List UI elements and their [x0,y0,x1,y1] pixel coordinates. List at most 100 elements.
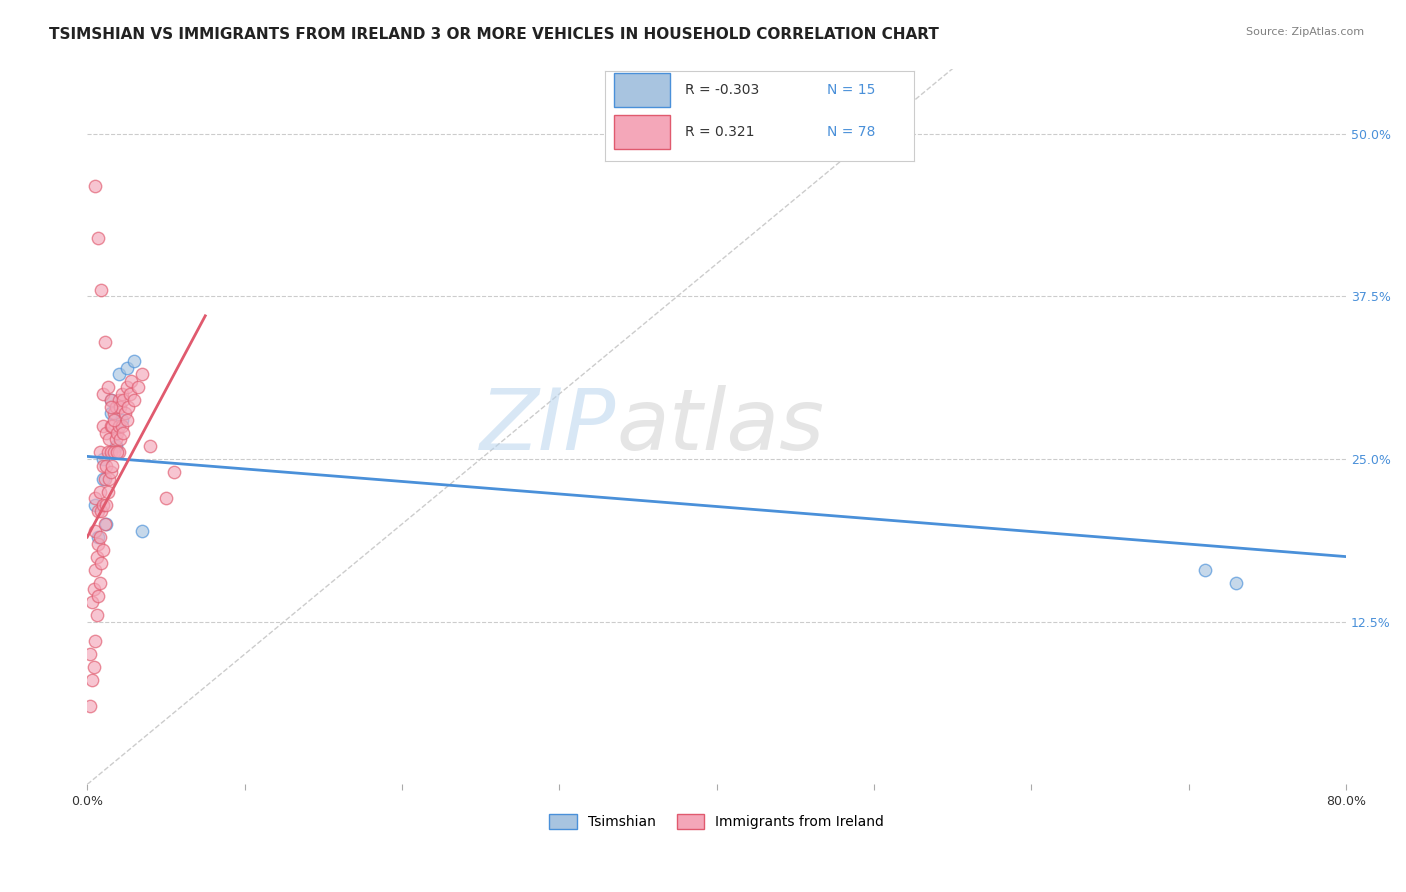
Point [103,413,125,427]
Point [139,439,162,453]
Point [112,425,135,440]
Point [90,283,112,297]
Point [87,536,110,550]
Point [104,400,127,414]
Point [84,524,107,538]
Point [84,634,107,648]
Point [100,393,122,408]
Point [124,354,146,368]
Point [94,425,117,440]
Point [89,530,111,544]
Point [84,491,107,505]
Text: N = 15: N = 15 [827,83,876,97]
Point [101,419,124,434]
Point [104,433,127,447]
Point [100,400,122,414]
Point [93,471,115,485]
Point [94,498,117,512]
Point [103,445,125,459]
Point [120,374,142,388]
Point [100,407,122,421]
Point [94,458,117,473]
Point [91,471,114,485]
Point [103,407,125,421]
Point [80,595,103,609]
Point [83,660,105,674]
Point [86,608,108,623]
Point [89,445,111,459]
Point [101,458,124,473]
Point [87,530,110,544]
Point [84,178,107,193]
Point [86,549,108,564]
Point [91,458,114,473]
Text: R = -0.303: R = -0.303 [685,83,759,97]
Legend: Tsimshian, Immigrants from Ireland: Tsimshian, Immigrants from Ireland [544,809,890,835]
Point [100,445,122,459]
Point [1194,563,1216,577]
Point [111,419,134,434]
Text: TSIMSHIAN VS IMMIGRANTS FROM IRELAND 3 OR MORE VEHICLES IN HOUSEHOLD CORRELATION: TSIMSHIAN VS IMMIGRANTS FROM IRELAND 3 O… [49,27,939,42]
Point [131,524,153,538]
Point [91,387,114,401]
Point [100,393,122,408]
Point [131,368,153,382]
Point [107,445,129,459]
Text: N = 78: N = 78 [827,125,876,139]
Point [80,673,103,688]
Point [97,380,120,394]
Point [79,699,101,714]
Point [100,465,122,479]
Point [111,387,134,401]
Point [87,231,110,245]
Point [93,334,115,349]
Point [1225,575,1247,590]
Point [93,517,115,532]
Point [91,452,114,467]
Point [83,582,105,596]
Point [100,419,122,434]
Point [163,465,186,479]
Point [87,504,110,518]
Point [110,400,132,414]
Point [115,380,138,394]
Point [111,413,134,427]
Point [124,393,146,408]
Point [107,368,129,382]
Point [98,433,121,447]
Point [91,419,114,434]
Point [115,413,138,427]
Point [155,491,177,505]
Text: atlas: atlas [616,385,824,468]
Point [110,433,132,447]
Point [89,484,111,499]
Text: ZIP: ZIP [479,385,616,468]
Point [94,517,117,532]
Text: Source: ZipAtlas.com: Source: ZipAtlas.com [1246,27,1364,37]
Point [112,393,135,408]
Point [98,471,121,485]
FancyBboxPatch shape [614,115,669,149]
Point [84,498,107,512]
Point [118,387,141,401]
Point [107,393,129,408]
Point [90,504,112,518]
Text: R = 0.321: R = 0.321 [685,125,755,139]
Point [79,647,101,661]
Point [127,380,149,394]
Point [97,484,120,499]
FancyBboxPatch shape [614,73,669,107]
Point [105,425,128,440]
Point [84,563,107,577]
Point [90,556,112,570]
Point [89,575,111,590]
Point [91,498,114,512]
Point [104,439,127,453]
Point [87,589,110,603]
Point [117,400,139,414]
Point [91,543,114,558]
Point [107,419,129,434]
Point [105,445,128,459]
Point [97,445,120,459]
Point [114,407,136,421]
